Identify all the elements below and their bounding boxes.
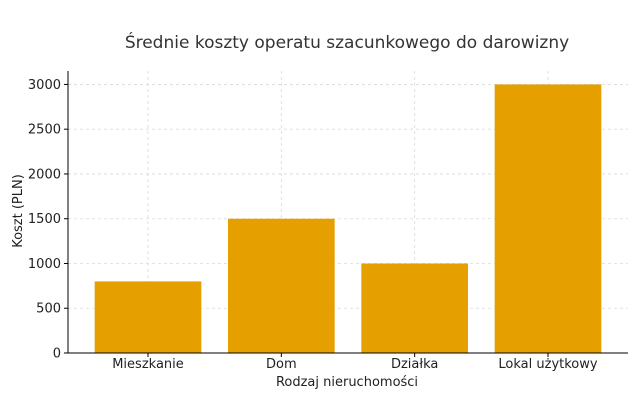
axes (67, 71, 628, 354)
y-tick-label: 3000 (28, 78, 61, 93)
x-tick-label: Mieszkanie (112, 357, 184, 372)
bar-dom (228, 218, 335, 353)
y-tick-label: 2500 (28, 123, 61, 138)
y-tick-label: 2000 (28, 167, 61, 182)
x-tick-label: Działka (391, 357, 438, 372)
bar-mieszkanie (94, 281, 202, 353)
bar-działka (361, 263, 468, 353)
x-axis-label: Rodzaj nieruchomości (276, 375, 418, 390)
bars (94, 84, 602, 353)
y-tick-label: 1000 (28, 257, 61, 272)
x-tick-label: Lokal użytkowy (498, 357, 597, 372)
x-axis-ticks: Mieszkanie Dom Działka Lokal użytkowy (112, 353, 598, 372)
y-axis-label: Koszt (PLN) (11, 174, 26, 248)
bar-lokal-użytkowy (494, 84, 602, 353)
chart-title: Średnie koszty operatu szacunkowego do d… (125, 31, 569, 53)
y-tick-label: 500 (36, 302, 61, 317)
x-tick-label: Dom (266, 357, 297, 372)
y-axis-ticks: 0 500 1000 1500 2000 2500 3000 (28, 78, 68, 362)
y-tick-label: 1500 (28, 212, 61, 227)
y-tick-label: 0 (53, 347, 61, 362)
